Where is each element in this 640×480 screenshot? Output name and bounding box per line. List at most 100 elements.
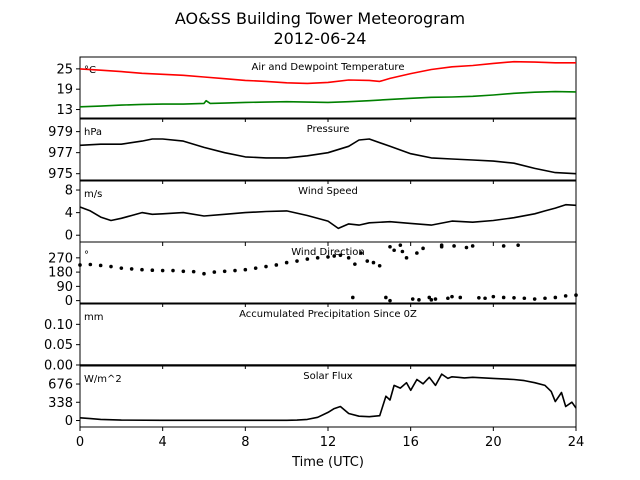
x-tick-label: 20 xyxy=(485,435,502,450)
y-tick-label: 979 xyxy=(48,125,73,140)
wind-direction-point xyxy=(532,297,537,301)
panel-title: Accumulated Precipitation Since 0Z xyxy=(239,309,417,320)
wind-direction-point xyxy=(543,296,547,301)
panel-unit-label: mm xyxy=(84,312,103,323)
wind-direction-point xyxy=(388,298,392,303)
wind-direction-point xyxy=(452,244,456,248)
y-tick-label: 0 xyxy=(65,294,73,309)
wind-direction-point xyxy=(377,263,382,268)
y-tick-label: 975 xyxy=(48,167,73,182)
wind-direction-point xyxy=(464,245,469,250)
x-tick-label: 4 xyxy=(159,435,167,450)
panel-5: Solar Flux W/m^2 0 338 676 xyxy=(48,365,577,431)
wind-direction-point xyxy=(351,295,355,300)
y-tick-label: 8 xyxy=(65,184,73,199)
wind-direction-point xyxy=(574,293,578,297)
wind-direction-point xyxy=(181,269,186,274)
panel-0: Air and Dewpoint Temperature °C 13 19 25 xyxy=(56,56,577,122)
panels-group: Air and Dewpoint Temperature °C 13 19 25 Pres… xyxy=(44,56,578,431)
wind-direction-point xyxy=(305,257,310,261)
wind-direction-point xyxy=(274,263,279,267)
wind-direction-point xyxy=(109,264,113,269)
y-tick-label: 25 xyxy=(56,62,73,77)
panel-unit-label: °C xyxy=(84,65,96,76)
figure-title: AO&SS Building Tower Meteorogram xyxy=(175,9,465,28)
panel-title: Air and Dewpoint Temperature xyxy=(252,62,405,73)
wind-direction-point xyxy=(417,298,421,302)
wind-direction-point xyxy=(450,294,454,299)
wind-direction-point xyxy=(429,298,434,302)
wind-direction-point xyxy=(553,295,558,300)
wind-direction-point xyxy=(359,251,363,255)
x-axis: 0 4 8 12 16 20 24 xyxy=(76,435,584,450)
wind-direction-point xyxy=(150,268,155,273)
wind-direction-point xyxy=(332,254,337,258)
wind-direction-point xyxy=(78,263,82,267)
panel-unit-label: hPa xyxy=(84,127,102,138)
wind-direction-point xyxy=(88,262,93,267)
wind-direction-point xyxy=(202,271,206,276)
wind-direction-point xyxy=(326,255,330,259)
y-tick-label: 338 xyxy=(48,396,73,411)
y-tick-label: 90 xyxy=(56,280,73,295)
series-line-1 xyxy=(79,90,577,108)
wind-direction-point xyxy=(222,269,227,274)
wind-direction-point xyxy=(212,270,217,274)
y-tick-label: 676 xyxy=(48,378,73,393)
wind-direction-point xyxy=(315,256,320,260)
wind-direction-point xyxy=(353,262,357,266)
wind-direction-point xyxy=(439,243,444,247)
wind-direction-point xyxy=(516,243,520,247)
wind-direction-point xyxy=(522,296,527,301)
wind-direction-point xyxy=(388,244,392,249)
wind-direction-point xyxy=(191,269,196,274)
y-tick-label: 0.05 xyxy=(44,338,73,353)
y-tick-label: 19 xyxy=(56,83,73,98)
wind-direction-point xyxy=(410,297,415,301)
wind-direction-point xyxy=(501,244,506,248)
wind-direction-point xyxy=(398,243,403,247)
wind-direction-point xyxy=(264,264,268,269)
wind-direction-point xyxy=(160,268,165,273)
wind-direction-point xyxy=(384,295,388,300)
wind-direction-point xyxy=(501,295,506,300)
panel-title: Solar Flux xyxy=(303,371,353,382)
panel-title: Wind Direction xyxy=(291,247,365,258)
wind-direction-point xyxy=(338,253,343,258)
wind-direction-point xyxy=(400,249,405,254)
wind-direction-point xyxy=(433,297,438,301)
x-tick-label: 12 xyxy=(320,435,337,450)
panel-4: Accumulated Precipitation Since 0Z mm 0.00… xyxy=(44,303,577,374)
series-line-0 xyxy=(79,60,576,85)
wind-direction-point xyxy=(284,260,289,265)
y-tick-label: 0.00 xyxy=(44,359,73,374)
wind-direction-point xyxy=(477,295,481,300)
wind-direction-point xyxy=(392,248,396,253)
x-tick-label: 0 xyxy=(76,435,84,450)
wind-direction-point xyxy=(563,294,568,298)
panel-title: Pressure xyxy=(307,124,350,135)
series-line-0 xyxy=(79,373,577,422)
wind-direction-point xyxy=(470,244,475,248)
wind-direction-point xyxy=(129,267,134,271)
wind-direction-point xyxy=(253,266,258,270)
series-line-0 xyxy=(79,203,577,230)
y-tick-label: 0.10 xyxy=(44,318,73,333)
x-axis-label: Time (UTC) xyxy=(291,455,364,470)
wind-direction-point xyxy=(458,295,463,300)
y-tick-label: 180 xyxy=(48,266,73,281)
x-tick-label: 16 xyxy=(402,435,419,450)
y-tick-label: 270 xyxy=(48,251,73,266)
wind-direction-point xyxy=(140,267,144,272)
wind-direction-point xyxy=(119,266,124,270)
wind-direction-point xyxy=(415,251,419,255)
wind-direction-point xyxy=(491,294,496,299)
wind-direction-point xyxy=(446,296,450,301)
panel-1: Pressure hPa 975 977 979 xyxy=(48,118,577,184)
wind-direction-point xyxy=(243,267,248,272)
series-line-0 xyxy=(79,138,577,175)
wind-direction-point xyxy=(295,259,299,263)
